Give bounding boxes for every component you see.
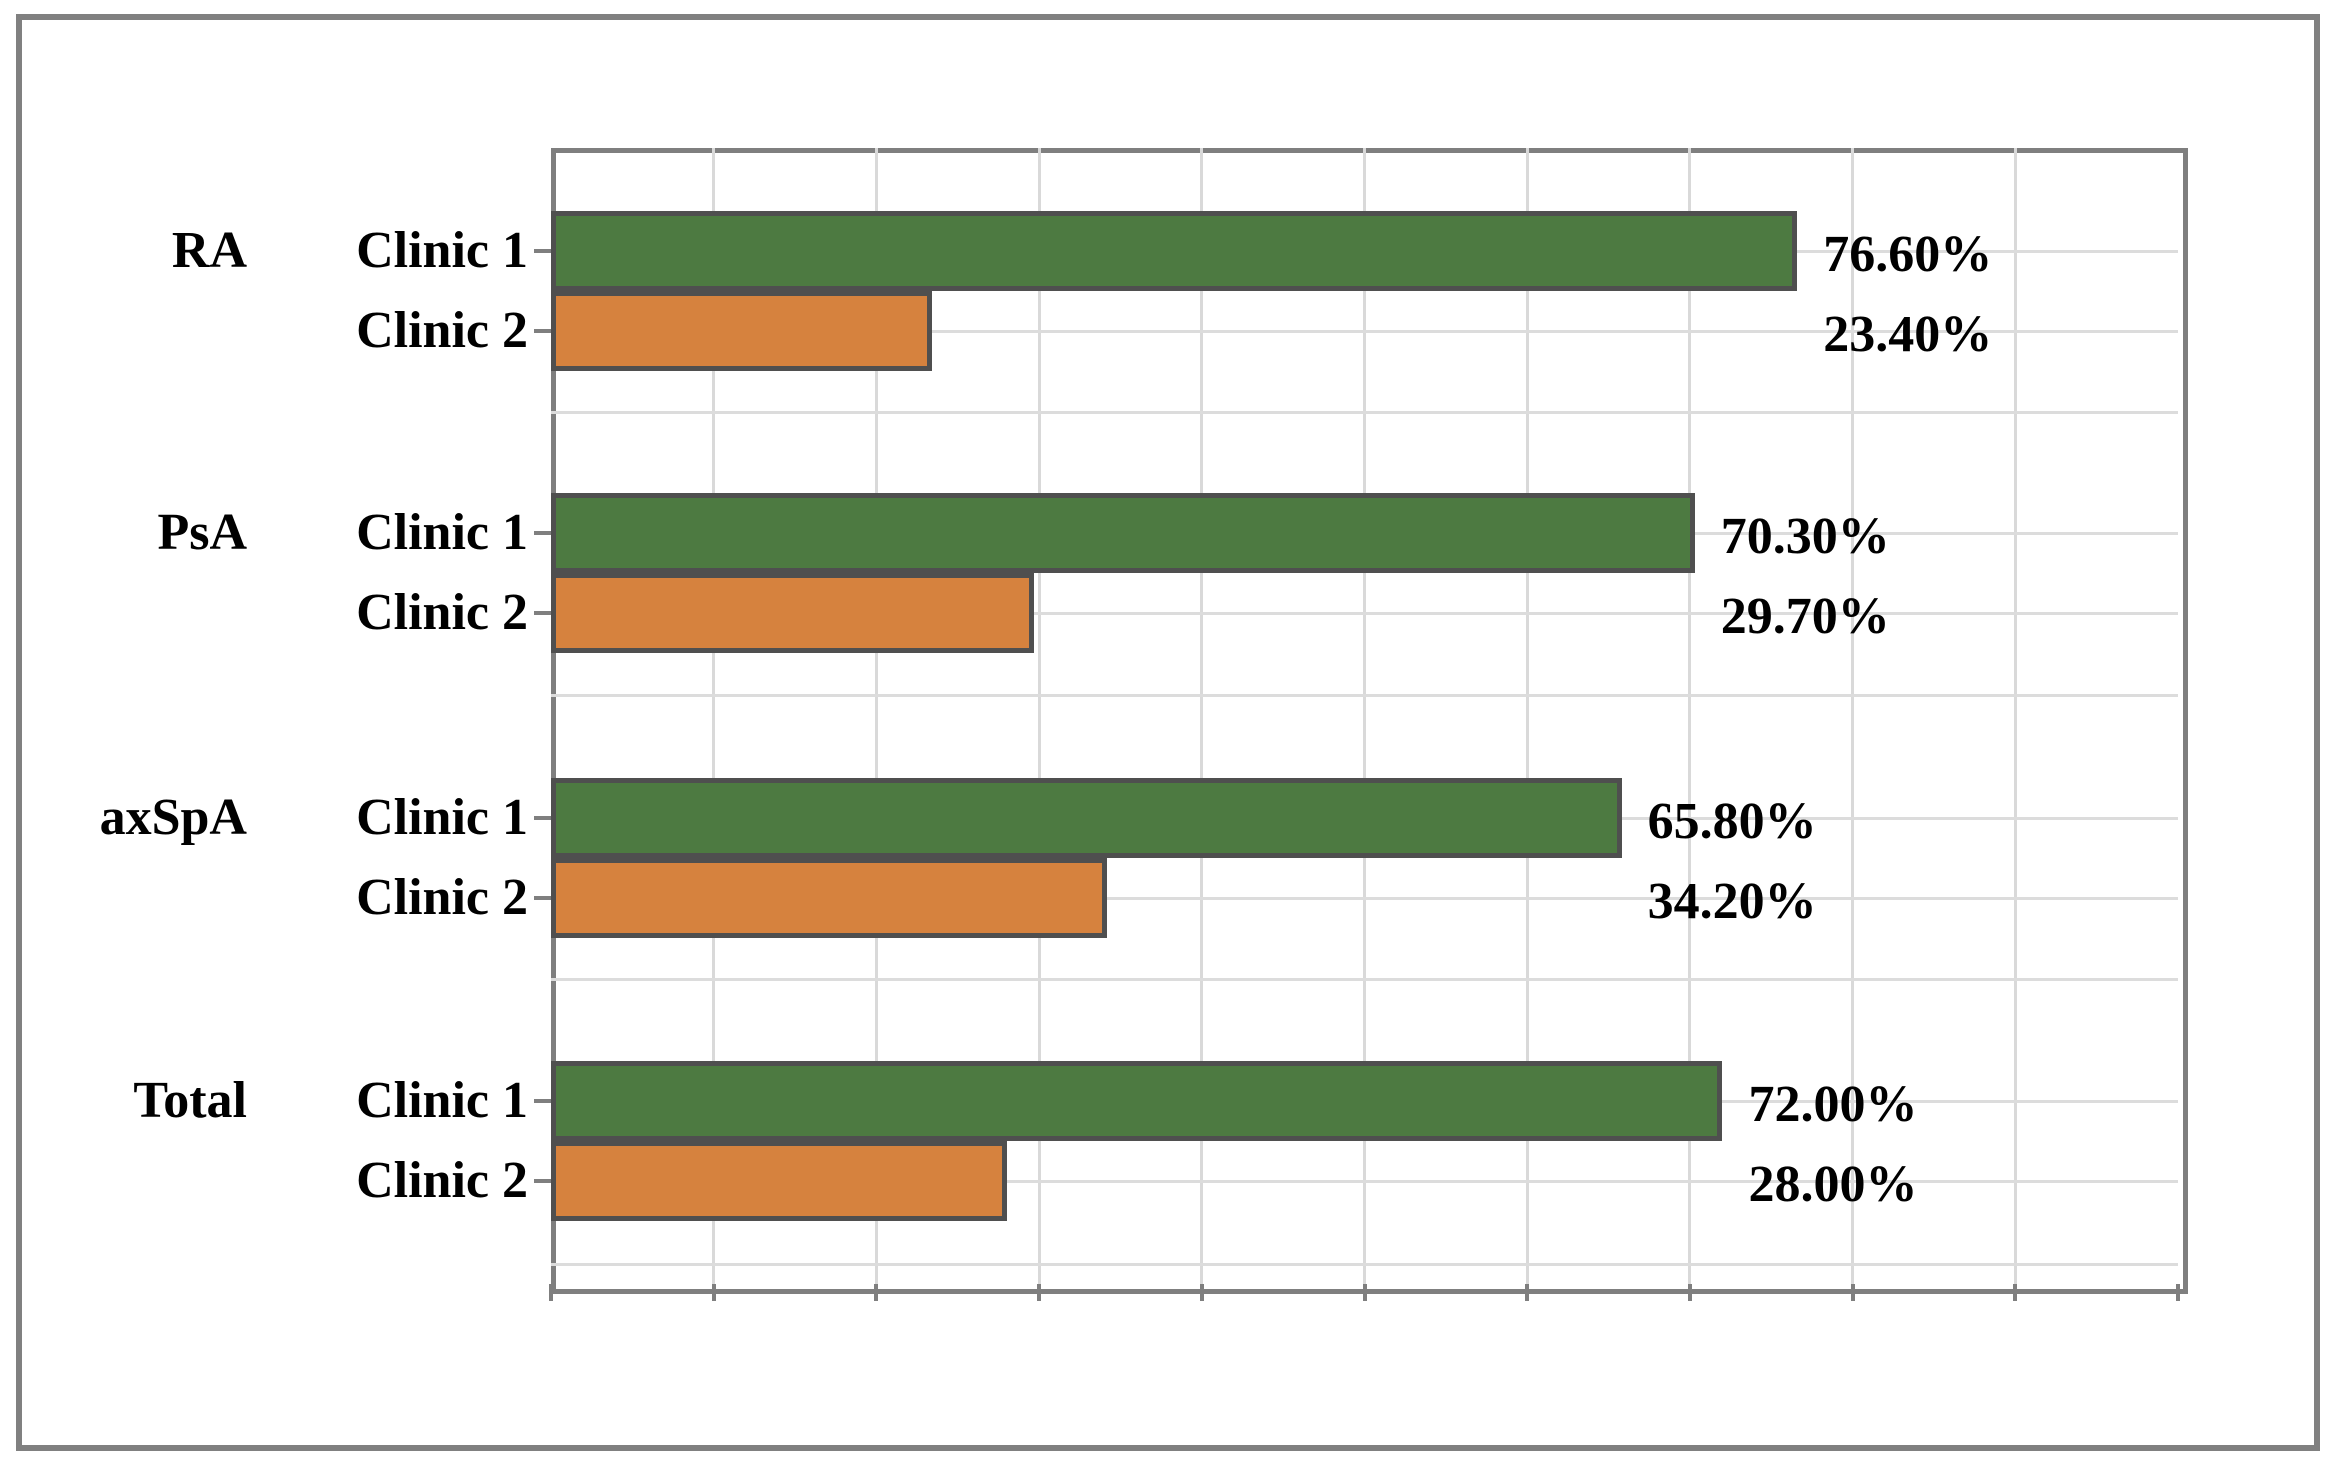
horizontal-gridline <box>551 410 2178 414</box>
bar-total-clinic-2 <box>551 1141 1007 1221</box>
vertical-gridline <box>1851 148 1855 1284</box>
value-axis-tick <box>711 1284 716 1301</box>
horizontal-gridline <box>551 1262 2178 1266</box>
category-axis-tick <box>534 611 551 615</box>
category-label-axspa: axSpA <box>99 789 247 846</box>
value-label-ra-2: 23.40% <box>1823 306 1993 363</box>
category-label-total: Total <box>133 1072 247 1129</box>
clinic-label-ra-2: Clinic 2 <box>356 302 528 359</box>
category-axis-tick <box>534 1179 551 1183</box>
value-axis-tick <box>1199 1284 1204 1301</box>
horizontal-gridline <box>551 1179 2178 1183</box>
value-axis-tick <box>549 1284 553 1301</box>
plot-area: Clinic 1 76.60% Clinic 2 23.40% RA Clinic 1 70… <box>100 148 2188 1301</box>
clinic-label-axspa-1: Clinic 1 <box>356 789 528 846</box>
category-axis-tick <box>534 249 551 253</box>
value-axis-tick <box>2013 1284 2018 1301</box>
outer-frame: Clinic 1 76.60% Clinic 2 23.40% RA Clinic 1 70… <box>16 14 2320 1451</box>
bar-ra-clinic-2 <box>551 291 932 371</box>
category-axis-tick <box>534 1099 551 1103</box>
category-axis-tick <box>534 329 551 333</box>
vertical-gridline <box>1363 148 1366 1284</box>
bar-axspa-clinic-2 <box>551 858 1108 938</box>
horizontal-gridline <box>551 896 2178 900</box>
bar-axspa-clinic-1 <box>551 778 1622 858</box>
bar-ra-clinic-1 <box>551 211 1798 291</box>
value-axis-tick <box>1037 1284 1042 1301</box>
category-label-psa: PsA <box>157 504 247 561</box>
value-axis-tick <box>1362 1284 1367 1301</box>
category-axis-tick <box>534 531 551 535</box>
clinic-label-total-1: Clinic 1 <box>356 1072 528 1129</box>
clinic-label-psa-1: Clinic 1 <box>356 504 528 561</box>
value-axis-tick <box>1850 1284 1855 1301</box>
vertical-gridline <box>712 148 716 1284</box>
plot-inner: Clinic 1 76.60% Clinic 2 23.40% RA Clinic 1 70… <box>100 148 2180 1301</box>
clinic-label-total-2: Clinic 2 <box>356 1152 528 1209</box>
category-axis-tick <box>534 896 551 900</box>
value-label-ra-1: 76.60% <box>1823 226 1993 283</box>
clinic-label-psa-2: Clinic 2 <box>356 584 528 641</box>
value-label-total-1: 72.00% <box>1748 1076 1918 1133</box>
vertical-gridline <box>2013 148 2017 1284</box>
value-label-psa-1: 70.30% <box>1720 508 1890 565</box>
bar-psa-clinic-2 <box>551 573 1035 653</box>
value-label-axspa-1: 65.80% <box>1647 793 1817 850</box>
bar-total-clinic-1 <box>551 1061 1723 1141</box>
value-axis-tick <box>1687 1284 1692 1301</box>
horizontal-gridline <box>551 329 2178 333</box>
category-label-ra: RA <box>171 222 247 279</box>
value-label-axspa-2: 34.20% <box>1647 873 1817 930</box>
clinic-label-axspa-2: Clinic 2 <box>356 869 528 926</box>
vertical-gridline <box>1200 148 1204 1284</box>
vertical-gridline <box>1688 148 1692 1284</box>
value-axis-tick <box>2176 1284 2180 1301</box>
horizontal-gridline <box>551 611 2178 615</box>
value-axis-tick <box>874 1284 879 1301</box>
vertical-gridline <box>874 148 878 1284</box>
clinic-label-ra-1: Clinic 1 <box>356 222 528 279</box>
horizontal-gridline <box>551 977 2178 981</box>
bar-psa-clinic-1 <box>551 493 1695 573</box>
vertical-gridline <box>1525 148 1529 1284</box>
value-axis-tick <box>1525 1284 1530 1301</box>
category-axis-tick <box>534 816 551 820</box>
vertical-gridline <box>1037 148 1041 1284</box>
value-label-psa-2: 29.70% <box>1720 588 1890 645</box>
horizontal-gridline <box>551 693 2178 697</box>
value-label-total-2: 28.00% <box>1748 1156 1918 1213</box>
